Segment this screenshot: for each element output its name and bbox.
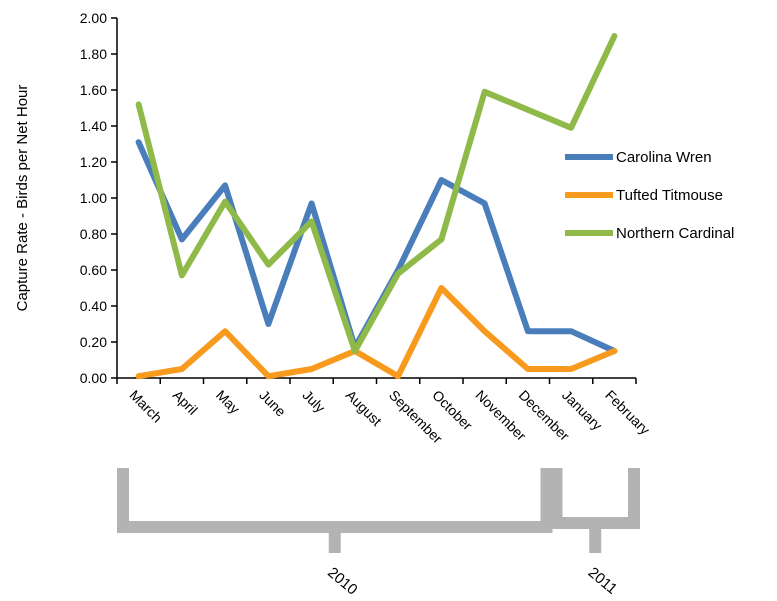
- x-tick-label: July: [300, 387, 329, 416]
- y-axis-title: Capture Rate - Birds per Net Hour: [14, 85, 31, 312]
- y-tick-label: 1.20: [80, 154, 107, 170]
- legend: Carolina Wren Tufted Titmouse Northern Car…: [565, 149, 734, 242]
- x-tick-label: March: [127, 387, 166, 426]
- y-axis: 0.00 0.20 0.40 0.60 0.80 1.00 1.20 1.40 1.60 1.80…: [80, 10, 118, 386]
- x-tick-label: February: [602, 387, 653, 438]
- y-tick-label: 0.60: [80, 262, 107, 278]
- legend-label: Carolina Wren: [616, 149, 712, 166]
- y-tick-label: 0.80: [80, 226, 107, 242]
- year-brackets: 2010 2011: [117, 468, 640, 599]
- year-bracket-2011: [550, 468, 640, 529]
- series-lines: [135, 33, 618, 380]
- x-tick-label: April: [170, 387, 201, 418]
- series-line-northern-cardinal: [135, 33, 618, 354]
- y-tick-label: 1.40: [80, 118, 107, 134]
- y-tick-label: 1.80: [80, 46, 107, 62]
- y-tick-label: 1.60: [80, 82, 107, 98]
- y-tick-label: 0.00: [80, 370, 107, 386]
- x-tick-label: May: [213, 387, 243, 417]
- x-tick-label: August: [343, 387, 385, 429]
- x-tick-label: June: [256, 387, 289, 420]
- series-line-tufted-titmouse: [135, 285, 618, 380]
- y-tick-label: 1.00: [80, 190, 107, 206]
- year-label-2010: 2010: [324, 564, 360, 598]
- year-bracket-2010: [117, 468, 553, 533]
- series-line-carolina-wren: [135, 139, 618, 354]
- legend-label: Northern Cardinal: [616, 225, 734, 242]
- legend-label: Tufted Titmouse: [616, 187, 723, 204]
- y-tick-label: 2.00: [80, 10, 107, 26]
- y-tick-label: 0.40: [80, 298, 107, 314]
- year-label-2011: 2011: [585, 564, 621, 598]
- x-axis: March April May June July August SeptemberOcto…: [116, 377, 653, 447]
- y-tick-label: 0.20: [80, 334, 107, 350]
